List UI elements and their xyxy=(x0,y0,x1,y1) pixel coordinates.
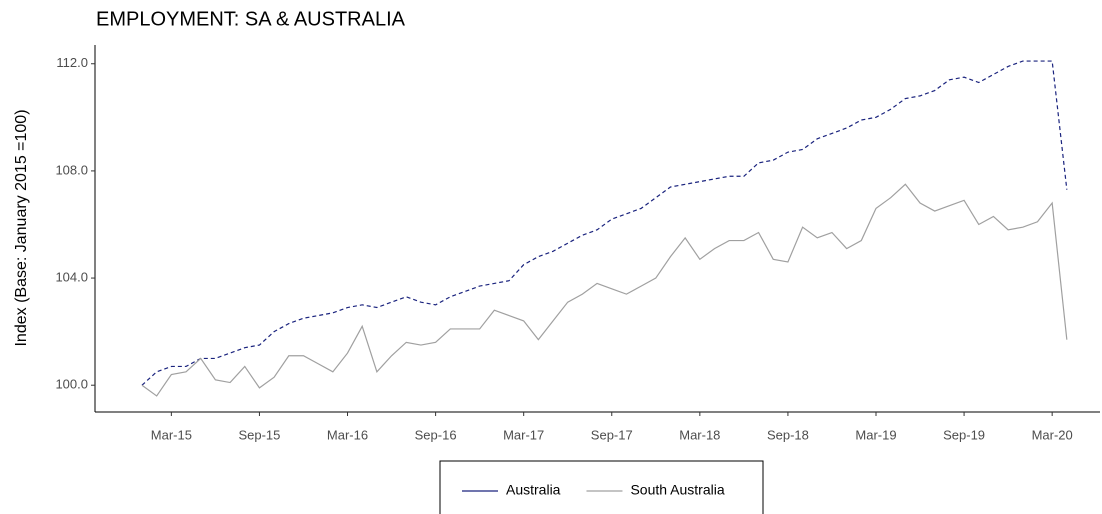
x-tick-label: Sep-19 xyxy=(943,427,985,442)
line-series xyxy=(141,183,1068,397)
x-tick-label: Sep-17 xyxy=(591,427,633,442)
x-tick-label: Mar-16 xyxy=(327,427,368,442)
chart-title: EMPLOYMENT: SA & AUSTRALIA xyxy=(96,8,406,30)
legend-label: Australia xyxy=(506,482,561,498)
y-tick-label: 108.0 xyxy=(55,162,88,177)
y-axis-label: Index (Base: January 2015 =100) xyxy=(13,109,30,346)
y-tick-label: 112.0 xyxy=(56,55,88,70)
x-tick-label: Mar-20 xyxy=(1032,427,1073,442)
x-tick-label: Sep-18 xyxy=(767,427,809,442)
x-tick-label: Mar-17 xyxy=(503,427,544,442)
legend-box xyxy=(439,460,764,514)
line-series xyxy=(141,60,1068,386)
x-tick-label: Sep-16 xyxy=(415,427,457,442)
y-tick-label: 100.0 xyxy=(55,377,88,392)
x-tick-label: Sep-15 xyxy=(238,427,280,442)
y-tick-label: 104.0 xyxy=(55,269,88,284)
x-tick-label: Mar-15 xyxy=(151,427,192,442)
legend-label: South Australia xyxy=(630,482,724,498)
x-tick-label: Mar-19 xyxy=(855,427,896,442)
x-tick-label: Mar-18 xyxy=(679,427,720,442)
